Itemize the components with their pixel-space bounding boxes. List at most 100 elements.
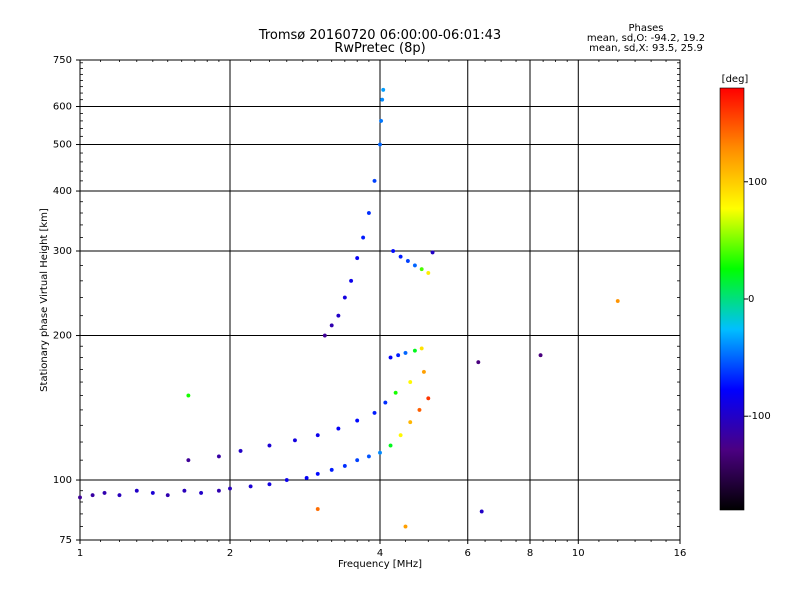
scatter-point xyxy=(186,458,191,463)
scatter-point xyxy=(315,507,320,512)
scatter-point xyxy=(372,410,377,415)
scatter-point xyxy=(403,524,408,529)
colorbar-tick-label: 100 xyxy=(748,177,767,188)
scatter-point xyxy=(227,486,232,491)
y-tick-label: 100 xyxy=(53,475,72,486)
scatter-point xyxy=(182,488,187,493)
scatter-point xyxy=(378,450,383,455)
scatter-point xyxy=(238,448,243,453)
scatter-point xyxy=(419,346,424,351)
scatter-point xyxy=(405,258,410,263)
scatter-points xyxy=(77,87,620,529)
scatter-point xyxy=(412,348,417,353)
scatter-point xyxy=(117,493,122,498)
colorbar-ticks: 100 0 -100 xyxy=(744,177,771,422)
scatter-point xyxy=(380,97,385,102)
scatter-point xyxy=(315,433,320,438)
phases-o-line: mean, sd,O: -94.2, 19.2 xyxy=(587,33,705,44)
scatter-point xyxy=(366,454,371,459)
x-axis-label: Frequency [MHz] xyxy=(338,559,422,570)
scatter-point xyxy=(248,484,253,489)
scatter-point xyxy=(388,355,393,360)
scatter-point xyxy=(391,249,396,254)
scatter-point xyxy=(199,490,204,495)
scatter-point xyxy=(417,407,422,412)
x-tick-label: 1 xyxy=(77,548,83,559)
scatter-point xyxy=(398,433,403,438)
chart-subtitle: RwPretec (8p) xyxy=(334,41,425,56)
scatter-point xyxy=(393,390,398,395)
scatter-point xyxy=(216,488,221,493)
y-tick-label: 500 xyxy=(53,140,72,151)
scatter-point xyxy=(396,353,401,358)
scatter-point xyxy=(408,420,413,425)
scatter-point xyxy=(150,490,155,495)
scatter-point xyxy=(342,463,347,468)
x-tick-label: 6 xyxy=(465,548,471,559)
scatter-point xyxy=(329,467,334,472)
scatter-point xyxy=(336,426,341,431)
scatter-point xyxy=(403,350,408,355)
scatter-point xyxy=(361,235,366,240)
scatter-point xyxy=(284,478,289,483)
scatter-point xyxy=(342,295,347,300)
scatter-point xyxy=(479,509,484,514)
scatter-point xyxy=(379,118,384,123)
x-tick-label: 4 xyxy=(377,548,383,559)
scatter-point xyxy=(77,495,82,500)
scatter-point xyxy=(383,400,388,405)
y-tick-label: 300 xyxy=(53,246,72,257)
scatter-point xyxy=(349,278,354,283)
scatter-point xyxy=(355,418,360,423)
scatter-point xyxy=(267,443,272,448)
y-tick-label: 75 xyxy=(59,535,72,546)
scatter-point xyxy=(538,353,543,358)
scatter-point xyxy=(398,254,403,259)
scatter-point xyxy=(329,323,334,328)
scatter-point xyxy=(476,360,481,365)
axis-ticks: 1 2 4 6 8 10 16 75 100 200 300 400 500 600 750 xyxy=(53,55,686,559)
scatter-point xyxy=(355,458,360,463)
scatter-point xyxy=(315,471,320,476)
scatter-point xyxy=(216,454,221,459)
colorbar-tick-label: -100 xyxy=(748,411,771,422)
colorbar-tick-label: 0 xyxy=(748,294,754,305)
scatter-point xyxy=(186,393,191,398)
scatter-point xyxy=(267,482,272,487)
scatter-point xyxy=(372,178,377,183)
phases-x-line: mean, sd,X: 93.5, 25.9 xyxy=(589,43,703,54)
scatter-point xyxy=(304,475,309,480)
scatter-point xyxy=(615,299,620,304)
y-axis-label: Stationary phase Virtual Height [km] xyxy=(39,208,50,392)
x-tick-label: 10 xyxy=(572,548,585,559)
y-tick-label: 600 xyxy=(53,102,72,113)
scatter-point xyxy=(426,270,431,275)
grid xyxy=(80,60,680,540)
y-tick-label: 400 xyxy=(53,186,72,197)
y-tick-label: 750 xyxy=(53,55,72,66)
scatter-point xyxy=(102,490,107,495)
scatter-point xyxy=(366,211,371,216)
scatter-point xyxy=(408,380,413,385)
scatter-point xyxy=(134,488,139,493)
colorbar-label: [deg] xyxy=(722,74,749,85)
scatter-point xyxy=(412,263,417,268)
phase-colorbar xyxy=(719,87,745,511)
scatter-point xyxy=(421,369,426,374)
scatter-point xyxy=(388,443,393,448)
x-tick-label: 8 xyxy=(527,548,533,559)
scatter-point xyxy=(426,396,431,401)
phases-title: Phases xyxy=(628,23,663,34)
scatter-point xyxy=(292,438,297,443)
chart-title: Tromsø 20160720 06:00:00-06:01:43 xyxy=(258,28,501,43)
scatter-point xyxy=(378,142,383,147)
scatter-point xyxy=(355,256,360,261)
scatter-point xyxy=(165,493,170,498)
scatter-point xyxy=(430,250,435,255)
scatter-point xyxy=(336,313,341,318)
x-tick-label: 2 xyxy=(227,548,233,559)
scatter-point xyxy=(419,267,424,272)
y-tick-label: 200 xyxy=(53,331,72,342)
